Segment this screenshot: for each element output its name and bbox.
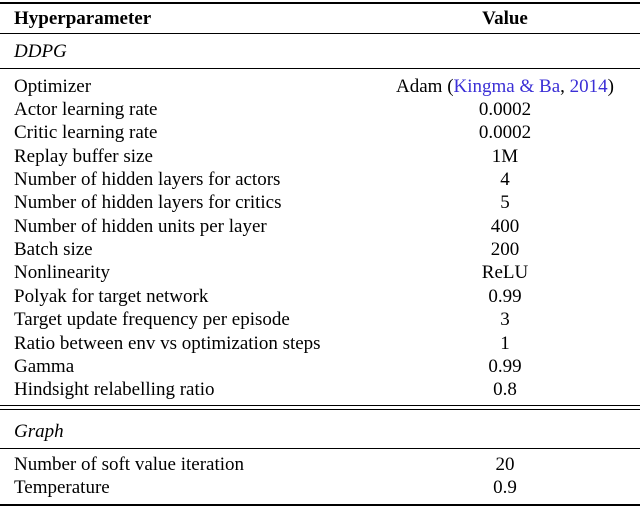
table-row: Gamma 0.99: [0, 355, 640, 378]
param-value: 0.99: [488, 286, 522, 307]
header-hyperparameter: Hyperparameter: [14, 8, 152, 29]
header-rule: [0, 33, 640, 34]
param-name: Nonlinearity: [14, 262, 111, 283]
param-name: Polyak for target network: [14, 286, 209, 307]
param-name: Optimizer: [14, 76, 92, 97]
table-row: Replay buffer size 1M: [0, 145, 640, 168]
param-value: 0.8: [493, 379, 517, 400]
param-name: Gamma: [14, 356, 75, 377]
section-divider-rule-2: [0, 409, 640, 410]
param-value: 200: [490, 239, 520, 260]
table-row: Batch size 200: [0, 238, 640, 261]
param-value: 3: [500, 309, 510, 330]
section-rule-ddpg: [0, 68, 640, 69]
param-name: Number of hidden units per layer: [14, 216, 267, 237]
optimizer-prefix: Adam (: [396, 76, 454, 97]
citation-separator: ,: [560, 76, 570, 97]
param-value: 4: [500, 169, 510, 190]
param-value: ReLU: [481, 262, 529, 283]
param-name: Hindsight relabelling ratio: [14, 379, 215, 400]
param-value: 1M: [491, 146, 519, 167]
param-value: 400: [490, 216, 520, 237]
section-graph: Graph: [0, 420, 640, 443]
param-name: Temperature: [14, 477, 110, 498]
section-rule-graph: [0, 448, 640, 449]
table-row: Number of hidden layers for critics 5: [0, 191, 640, 214]
citation-authors-link[interactable]: Kingma & Ba: [453, 76, 561, 97]
param-value: 0.99: [488, 356, 522, 377]
param-value: Adam (Kingma & Ba, 2014): [380, 75, 630, 98]
param-value: 1: [500, 333, 510, 354]
table-row: Nonlinearity ReLU: [0, 261, 640, 284]
header-value: Value: [482, 8, 528, 29]
table-row: Hindsight relabelling ratio 0.8: [0, 378, 640, 401]
table-row: Ratio between env vs optimization steps …: [0, 332, 640, 355]
table-row: Target update frequency per episode 3: [0, 308, 640, 331]
optimizer-suffix: ): [607, 76, 614, 97]
citation-year-link[interactable]: 2014: [569, 76, 608, 97]
table-row: Polyak for target network 0.99: [0, 285, 640, 308]
param-value: 5: [500, 192, 510, 213]
table-row: Critic learning rate 0.0002: [0, 121, 640, 144]
param-name: Number of soft value iteration: [14, 454, 245, 475]
table-row: Optimizer Adam (Kingma & Ba, 2014): [0, 75, 640, 98]
param-name: Target update frequency per episode: [14, 309, 290, 330]
param-name: Number of hidden layers for critics: [14, 192, 282, 213]
table-row: Number of soft value iteration 20: [0, 453, 640, 476]
param-name: Replay buffer size: [14, 146, 153, 167]
table-row: Temperature 0.9: [0, 476, 640, 499]
table-header: Hyperparameter Value: [0, 7, 640, 30]
section-divider-rule-1: [0, 405, 640, 406]
section-ddpg: DDPG: [0, 40, 640, 63]
top-rule: [0, 2, 640, 4]
table-row: Actor learning rate 0.0002: [0, 98, 640, 121]
bottom-rule: [0, 504, 640, 506]
section-title-ddpg: DDPG: [14, 41, 67, 62]
param-name: Ratio between env vs optimization steps: [14, 333, 321, 354]
param-name: Critic learning rate: [14, 122, 158, 143]
param-name: Actor learning rate: [14, 99, 158, 120]
param-value: 0.9: [493, 477, 517, 498]
param-value: 20: [495, 454, 515, 475]
table-row: Number of hidden layers for actors 4: [0, 168, 640, 191]
table-row: Number of hidden units per layer 400: [0, 215, 640, 238]
section-title-graph: Graph: [14, 421, 64, 442]
param-value: 0.0002: [478, 122, 532, 143]
param-value: 0.0002: [478, 99, 532, 120]
param-name: Batch size: [14, 239, 93, 260]
param-name: Number of hidden layers for actors: [14, 169, 281, 190]
